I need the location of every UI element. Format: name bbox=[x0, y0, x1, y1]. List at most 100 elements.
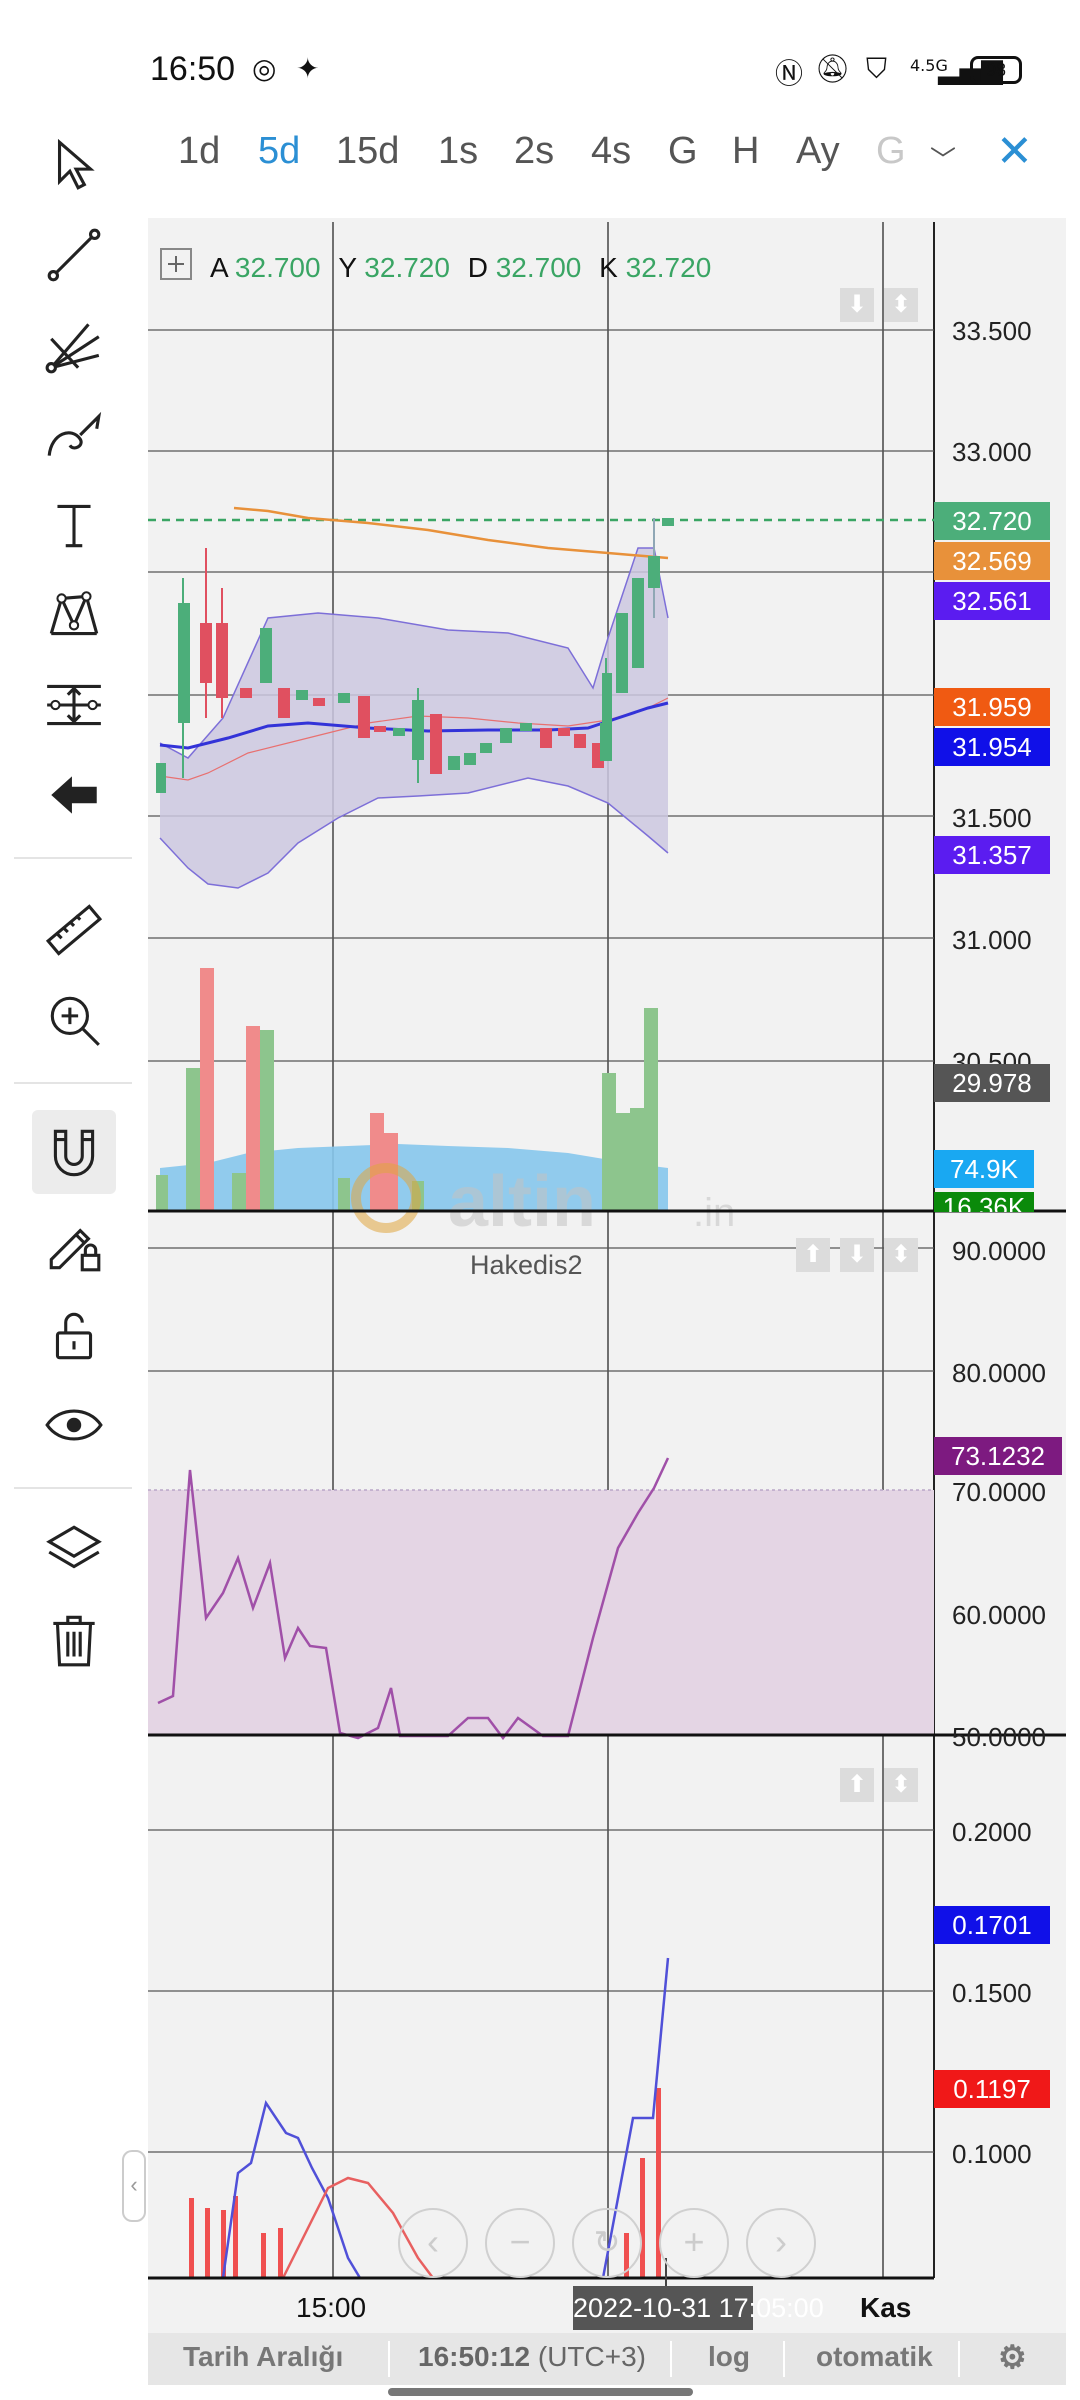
home-indicator[interactable] bbox=[388, 2388, 693, 2396]
zoom-out-button[interactable]: − bbox=[485, 2208, 555, 2278]
clock-time: 16:50:12 bbox=[418, 2341, 531, 2372]
ruler-icon bbox=[45, 904, 103, 956]
zoom-in-button[interactable]: + bbox=[659, 2208, 729, 2278]
pane-move-down-button[interactable]: ⬇ bbox=[840, 1238, 874, 1272]
twitter-icon: ✦ bbox=[296, 52, 320, 85]
zoom-in-tool[interactable] bbox=[39, 985, 109, 1055]
collapse-toolbar-handle[interactable]: ‹ bbox=[122, 2150, 146, 2222]
expand-legend-icon[interactable] bbox=[160, 248, 192, 280]
time-label: 15:00 bbox=[296, 2292, 367, 2323]
pane-maximize-button[interactable]: ⬍ bbox=[884, 1238, 918, 1272]
price-tag-ma-short: 31.959 bbox=[934, 688, 1050, 726]
watermark-logo: altin .in bbox=[351, 1162, 735, 1242]
scroll-left-button[interactable]: ‹ bbox=[398, 2208, 468, 2278]
high-value: 32.720 bbox=[364, 252, 450, 283]
bottom-bar-divider bbox=[958, 2341, 960, 2377]
pane-maximize-button[interactable]: ⬍ bbox=[884, 288, 918, 322]
log-scale-button[interactable]: log bbox=[708, 2341, 750, 2372]
macd-axis-label: 0.1500 bbox=[952, 1978, 1032, 2008]
price-tag-bb-lower: 31.357 bbox=[934, 836, 1050, 874]
macd-tag-hist: 0.1197 bbox=[934, 2070, 1050, 2108]
status-bar: 16:50 ◎ ✦ Ⓝ 🔕︎ ⛉ 4.5G ▂▄▆ 98 bbox=[0, 0, 1080, 105]
auto-scale-button[interactable]: otomatik bbox=[816, 2341, 933, 2372]
macd-axis-label: 0.2000 bbox=[952, 1817, 1032, 1847]
unlock-tool[interactable] bbox=[39, 1300, 109, 1370]
magnet-icon bbox=[53, 1129, 95, 1177]
whatsapp-icon: ◎ bbox=[252, 52, 277, 85]
tf-4s[interactable]: 4s bbox=[591, 130, 632, 172]
trend-line-tool[interactable] bbox=[39, 220, 109, 290]
pitchfork-tool[interactable] bbox=[39, 310, 109, 380]
pane-maximize-button[interactable]: ⬍ bbox=[884, 1768, 918, 1802]
macd-tag-line: 0.1701 bbox=[934, 1906, 1050, 1944]
price-tag-close: 32.720 bbox=[934, 502, 1050, 540]
tf-2s[interactable]: 2s bbox=[514, 130, 555, 172]
chart-bottom-bar: Tarih Aralığı 16:50:12 (UTC+3) log otoma… bbox=[148, 2333, 1066, 2385]
clock-label[interactable]: 16:50:12 (UTC+3) bbox=[418, 2341, 646, 2373]
pattern-tool[interactable] bbox=[39, 580, 109, 650]
indicator-axis-label: 50.0000 bbox=[952, 1722, 1046, 1748]
close-value: 32.720 bbox=[625, 252, 712, 283]
date-range-button[interactable]: Tarih Aralığı bbox=[183, 2341, 344, 2372]
pattern-icon bbox=[49, 591, 99, 636]
measure-lines-tool[interactable] bbox=[39, 670, 109, 740]
reset-chart-button[interactable]: ↻ bbox=[572, 2208, 642, 2278]
tf-g[interactable]: G bbox=[668, 130, 698, 172]
tf-ay[interactable]: Ay bbox=[796, 130, 840, 172]
brush-tool[interactable] bbox=[39, 400, 109, 470]
volume-tag-current: 16.36K bbox=[934, 1192, 1034, 1212]
ruler-tool[interactable] bbox=[39, 895, 109, 965]
chart-canvas[interactable]: altin .in bbox=[148, 218, 1066, 2333]
measure-lines-icon bbox=[47, 684, 101, 726]
price-tag-volume-ref: 29.978 bbox=[934, 1064, 1050, 1102]
eye-icon bbox=[45, 1409, 103, 1441]
tf-15d[interactable]: 15d bbox=[336, 130, 400, 172]
mute-icon: 🔕︎ bbox=[815, 52, 851, 85]
scroll-right-button[interactable]: › bbox=[746, 2208, 816, 2278]
tf-h[interactable]: H bbox=[732, 130, 760, 172]
magnet-tool[interactable] bbox=[32, 1110, 116, 1194]
delete-tool[interactable] bbox=[39, 1605, 109, 1675]
lock-drawings-tool[interactable] bbox=[39, 1210, 109, 1280]
text-tool[interactable] bbox=[39, 490, 109, 560]
pane-move-down-button[interactable]: ⬇ bbox=[840, 288, 874, 322]
layers-tool[interactable] bbox=[39, 1515, 109, 1585]
back-tool[interactable] bbox=[39, 760, 109, 830]
macd-axis-label: 0.1000 bbox=[952, 2139, 1032, 2169]
close-icon[interactable]: ✕ bbox=[996, 127, 1033, 176]
drawing-toolbar: ‹ bbox=[14, 105, 146, 2400]
pitchfork-icon bbox=[45, 323, 100, 374]
low-label: D bbox=[467, 252, 488, 283]
indicator-axis-label: 60.0000 bbox=[952, 1600, 1046, 1630]
brush-icon bbox=[47, 411, 102, 456]
bottom-bar-divider bbox=[388, 2341, 390, 2377]
indicator-axis-label: 80.0000 bbox=[952, 1358, 1046, 1388]
toolbar-divider bbox=[14, 1487, 132, 1489]
status-time: 16:50 bbox=[150, 50, 236, 88]
clock-timezone: (UTC+3) bbox=[537, 2341, 646, 2372]
tf-5d[interactable]: 5d bbox=[258, 130, 301, 172]
cursor-time-label: 2022-10-31 17:05:00 bbox=[573, 2286, 824, 2330]
tf-g-more[interactable]: G bbox=[876, 130, 906, 172]
indicator-tag: 73.1232 bbox=[934, 1437, 1062, 1475]
tf-1s[interactable]: 1s bbox=[438, 130, 479, 172]
layers-icon bbox=[46, 1525, 102, 1569]
chart-area[interactable]: altin .in bbox=[148, 218, 1066, 2333]
pane-move-up-button[interactable]: ⬆ bbox=[840, 1768, 874, 1802]
indicator-label: Hakedis2 bbox=[466, 1250, 587, 1281]
close-label: K bbox=[599, 252, 618, 283]
watermark-suffix: .in bbox=[693, 1191, 735, 1235]
chevron-down-icon[interactable]: ﹀ bbox=[930, 145, 957, 175]
price-tag-bb-upper: 32.561 bbox=[934, 582, 1050, 620]
open-label: A bbox=[210, 252, 228, 283]
visibility-tool[interactable] bbox=[39, 1390, 109, 1460]
tf-1d[interactable]: 1d bbox=[178, 130, 221, 172]
indicator-axis-label: 90.0000 bbox=[952, 1236, 1046, 1266]
pointer-tool[interactable] bbox=[39, 130, 109, 200]
pane-move-up-button[interactable]: ⬆ bbox=[796, 1238, 830, 1272]
candlestick-series[interactable] bbox=[156, 518, 674, 793]
price-axis-label: 31.000 bbox=[952, 925, 1032, 955]
indicator-axis-label: 70.0000 bbox=[952, 1477, 1046, 1507]
gear-icon[interactable]: ⚙ bbox=[998, 2339, 1027, 2375]
trash-icon bbox=[53, 1615, 95, 1667]
